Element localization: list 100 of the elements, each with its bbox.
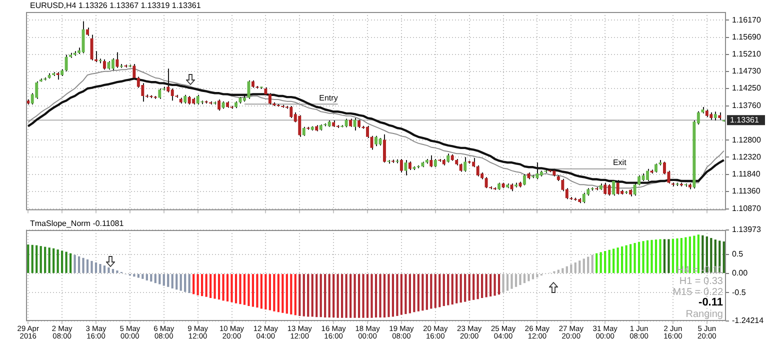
bar	[616, 248, 619, 274]
bar	[354, 274, 356, 318]
bar	[625, 245, 628, 274]
bar	[176, 274, 178, 290]
bar	[468, 274, 470, 301]
bar	[489, 274, 492, 296]
chart-title: EURUSD,H4 1.13326 1.13367 1.13319 1.13361	[30, 1, 202, 10]
candlestick	[383, 134, 386, 164]
bar	[442, 274, 445, 306]
bar	[578, 260, 581, 274]
bar	[320, 274, 322, 318]
bar	[413, 274, 416, 312]
bar	[370, 274, 373, 318]
bar	[612, 248, 615, 274]
bar	[188, 274, 190, 294]
bar	[277, 274, 280, 312]
candlestick	[298, 114, 302, 138]
bar	[650, 240, 653, 274]
bar	[388, 274, 390, 318]
bar	[65, 252, 68, 274]
bar	[112, 268, 114, 274]
bar	[498, 274, 500, 295]
bar	[668, 239, 670, 274]
chart-title: TmaSlope_Norm -0.11081	[30, 219, 124, 228]
bar	[349, 274, 352, 318]
candlestick	[158, 88, 162, 100]
bar	[86, 259, 89, 274]
bar	[294, 274, 296, 316]
bar	[103, 266, 106, 274]
bar	[222, 274, 224, 301]
candlestick	[111, 58, 114, 71]
bar	[162, 274, 165, 286]
bar	[621, 246, 624, 274]
bar	[167, 274, 170, 287]
bar	[137, 274, 140, 278]
bar	[629, 244, 632, 274]
bar	[379, 274, 382, 318]
bar	[316, 274, 318, 318]
bar	[451, 274, 454, 304]
bar	[638, 242, 640, 274]
bar	[27, 244, 30, 274]
bar	[422, 274, 424, 311]
bar	[69, 253, 72, 274]
bar	[154, 274, 156, 284]
bar	[214, 274, 216, 299]
candlestick	[353, 118, 356, 131]
bar	[426, 274, 428, 310]
bar	[328, 274, 330, 318]
bar	[273, 274, 276, 312]
bar	[56, 249, 59, 274]
bar	[324, 274, 326, 318]
bar	[358, 274, 360, 318]
bar	[528, 274, 530, 282]
bar	[99, 264, 102, 274]
bar	[400, 274, 403, 315]
bar	[298, 274, 301, 316]
bar	[184, 274, 186, 292]
bar	[302, 274, 305, 316]
bar	[688, 236, 691, 274]
bar	[311, 274, 314, 317]
bar	[260, 274, 263, 309]
bar	[362, 274, 364, 318]
annotation: M15 = 0.22	[672, 286, 724, 298]
candlestick	[430, 154, 433, 168]
bar	[307, 274, 310, 317]
bar	[596, 253, 598, 274]
bar	[604, 251, 606, 274]
y-tick-label: 1.16170	[732, 15, 762, 24]
candlestick	[116, 52, 119, 68]
bar	[248, 274, 250, 306]
y-tick-label: 0.00	[732, 268, 748, 278]
bar	[434, 274, 436, 308]
bar	[158, 274, 161, 284]
bar	[502, 274, 504, 293]
candlestick	[35, 80, 38, 100]
bar	[82, 258, 84, 274]
bar	[226, 274, 229, 302]
candlestick	[64, 54, 68, 72]
bar	[366, 274, 369, 318]
y-tick-label: 0.5	[732, 250, 744, 259]
y-tick-label: 1.13760	[732, 101, 762, 110]
y-tick-label: 1.11360	[732, 186, 761, 196]
bar	[494, 274, 496, 296]
bar	[264, 274, 267, 310]
bar	[460, 274, 462, 303]
candlestick	[536, 162, 539, 180]
bar	[239, 274, 242, 304]
bar	[392, 274, 394, 317]
bar	[519, 274, 522, 286]
bar	[180, 274, 182, 291]
bar	[430, 274, 432, 309]
bar	[252, 274, 254, 307]
bar	[557, 270, 560, 274]
bar	[268, 274, 271, 310]
candlestick	[608, 184, 611, 196]
candlestick	[170, 88, 174, 102]
bar	[438, 274, 441, 308]
ref-line-label: 1.13361	[730, 115, 760, 124]
bar	[722, 241, 725, 274]
y-tick-label: 1.15210	[732, 50, 762, 59]
